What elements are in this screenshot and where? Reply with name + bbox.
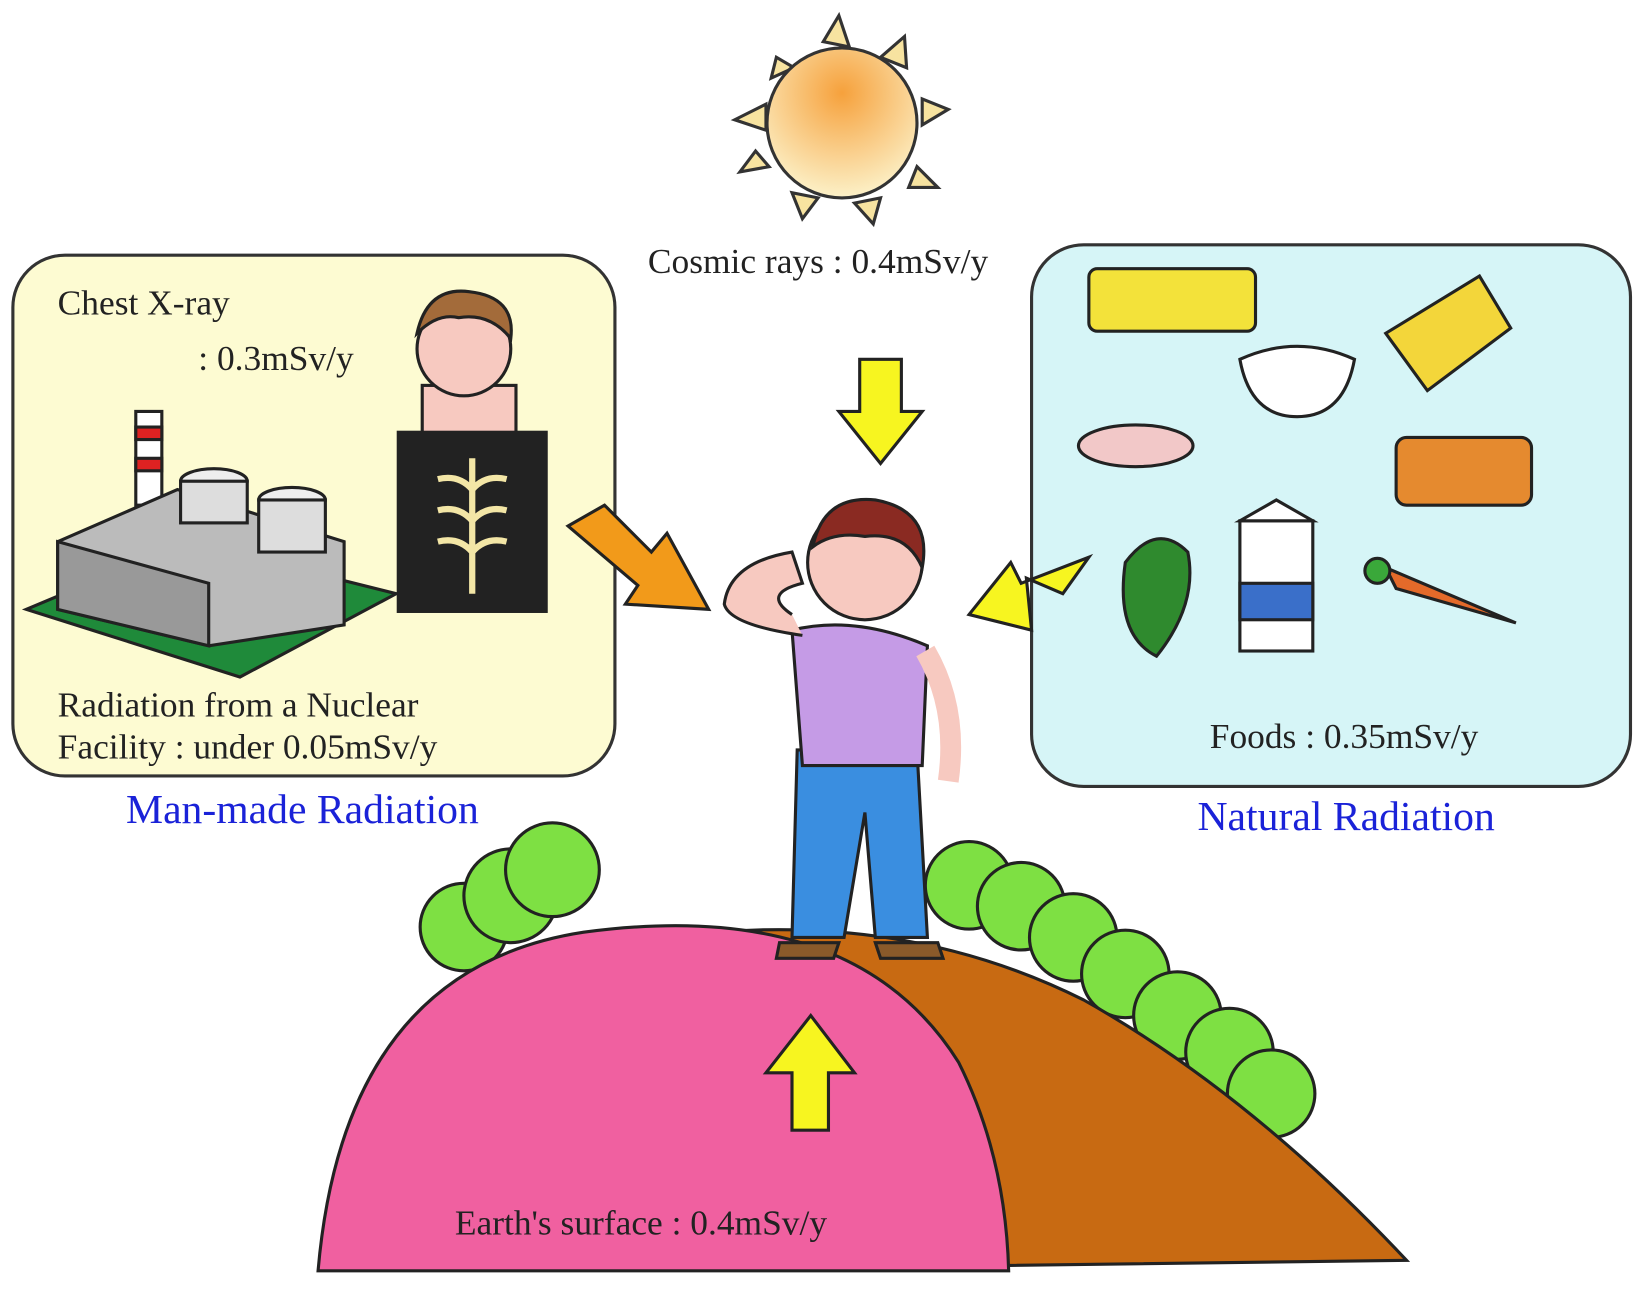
hiker (724, 499, 950, 958)
natural-title: Natural Radiation (1197, 794, 1494, 840)
chest-xray-label: Chest X-ray (58, 283, 230, 323)
illustration: Cosmic rays : 0.4mSv/y Chest X-ray : 0.3… (0, 0, 1634, 1302)
nuclear-value: Facility : under 0.05mSv/y (58, 726, 438, 766)
nuclear-label: Radiation from a Nuclear (58, 685, 419, 725)
foods-label: Foods : 0.35mSv/y (1210, 716, 1479, 756)
page: Cosmic rays : 0.4mSv/y Chest X-ray : 0.3… (0, 0, 1634, 1302)
man-made-title: Man-made Radiation (126, 787, 479, 833)
cosmic-rays-label: Cosmic rays : 0.4mSv/y (648, 241, 989, 281)
sun (735, 16, 949, 224)
earth-label: Earth's surface : 0.4mSv/y (455, 1202, 827, 1242)
chest-xray-value: : 0.3mSv/y (198, 338, 354, 378)
